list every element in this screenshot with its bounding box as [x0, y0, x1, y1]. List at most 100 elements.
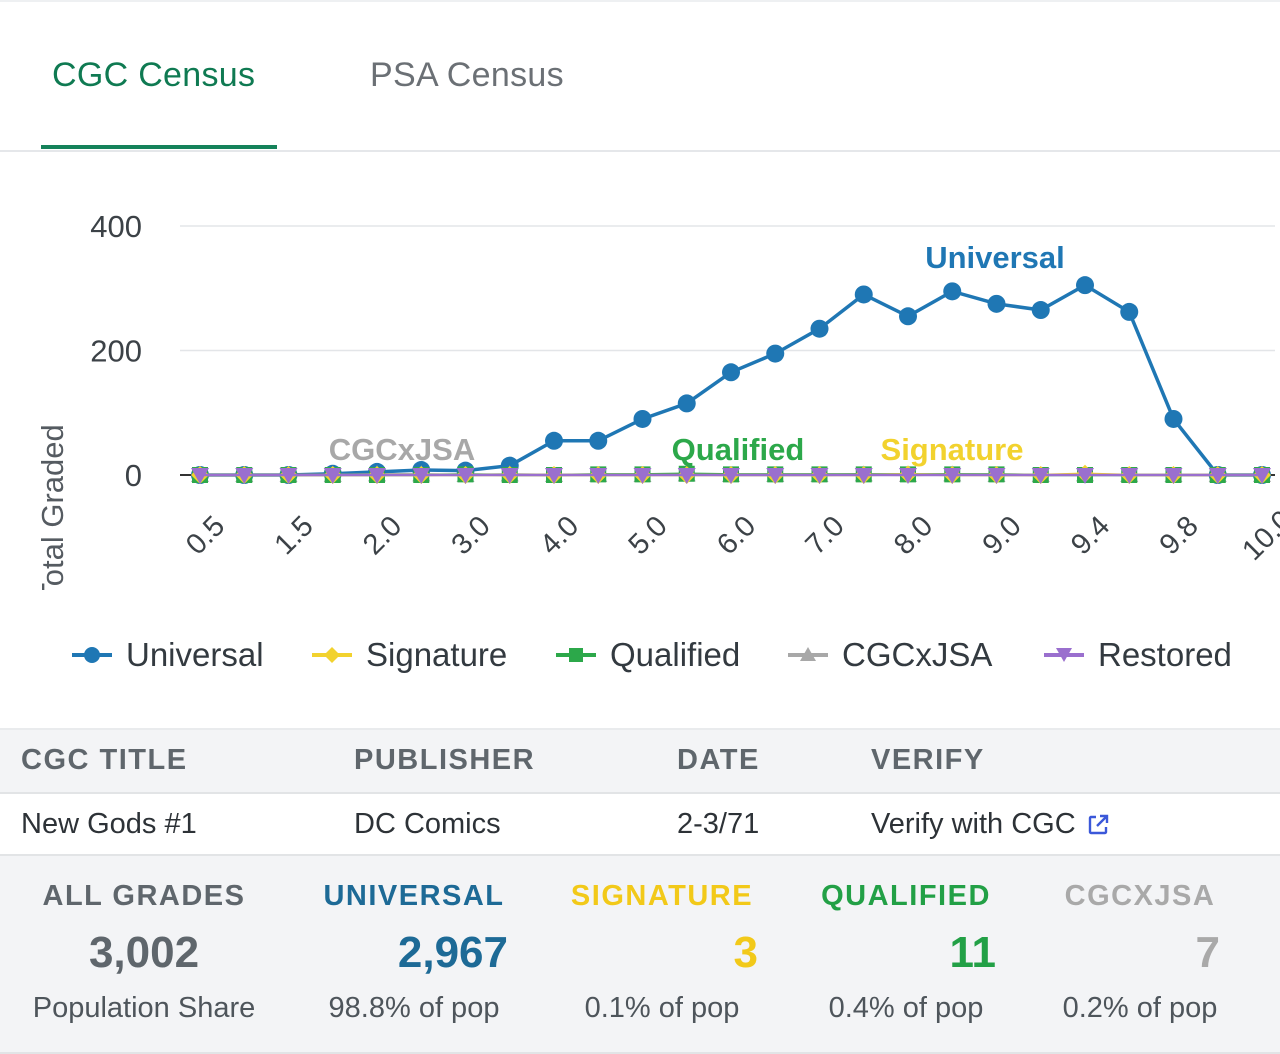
- x-tick-label: 10.0: [1236, 504, 1280, 567]
- data-point[interactable]: [191, 468, 209, 484]
- data-point[interactable]: [545, 431, 563, 450]
- data-point[interactable]: [899, 468, 917, 484]
- data-point[interactable]: [1031, 301, 1050, 320]
- y-tick-label: 400: [90, 209, 142, 244]
- data-point[interactable]: [412, 468, 431, 484]
- data-point[interactable]: [722, 468, 740, 484]
- y-axis-label: Total Graded: [35, 424, 70, 590]
- data-point[interactable]: [677, 394, 696, 413]
- data-point[interactable]: [1164, 468, 1183, 484]
- data-point[interactable]: [987, 468, 1006, 484]
- header-cgc-title: CGC TITLE: [21, 744, 188, 776]
- census-line-chart: 0 200 400 Total Graded 0.5 1.5 2.0 3.0 4.0 5.0 6…: [35, 209, 1280, 590]
- data-point[interactable]: [854, 285, 873, 304]
- legend-marker-icon: [312, 647, 352, 663]
- tab-psa-census[interactable]: PSA Census: [370, 56, 564, 94]
- stat-value-1: 2,967: [397, 928, 508, 977]
- chart-series: [191, 276, 1271, 484]
- annotation-signature: Signature: [881, 432, 1024, 467]
- tab-cgc-census[interactable]: CGC Census: [52, 56, 256, 94]
- active-tab-indicator: [41, 145, 277, 149]
- y-tick-label: 200: [90, 334, 142, 369]
- info-table-header: CGC TITLE PUBLISHER DATE VERIFY: [0, 728, 1280, 792]
- stat-label-3: QUALIFIED: [821, 880, 991, 912]
- stat-value-3: 11: [949, 928, 996, 977]
- stat-share-2: 0.1% of pop: [584, 992, 740, 1024]
- annotation-universal: Universal: [925, 240, 1065, 275]
- data-point[interactable]: [368, 468, 386, 484]
- data-point[interactable]: [943, 468, 962, 484]
- y-axis-ticks: 0 200 400: [90, 209, 142, 493]
- legend-item-universal[interactable]: Universal: [72, 630, 264, 680]
- stat-label-1: UNIVERSAL: [323, 880, 505, 912]
- data-point[interactable]: [1208, 468, 1227, 484]
- data-point[interactable]: [633, 409, 652, 428]
- stat-label-4: CGCXJSA: [1064, 880, 1216, 912]
- header-publisher: PUBLISHER: [354, 744, 536, 776]
- external-link-icon: [1088, 815, 1108, 835]
- x-tick-label: 5.0: [623, 510, 674, 561]
- x-tick-label: 8.0: [888, 510, 939, 561]
- comic-publisher: DC Comics: [354, 808, 501, 840]
- data-point[interactable]: [1120, 302, 1139, 321]
- x-tick-label: 7.0: [800, 510, 851, 561]
- data-point[interactable]: [235, 468, 254, 484]
- data-point[interactable]: [987, 294, 1006, 313]
- verify-with-cgc-link[interactable]: Verify with CGC: [871, 808, 1110, 841]
- data-point[interactable]: [1164, 409, 1183, 428]
- data-point[interactable]: [589, 468, 608, 484]
- legend-item-signature[interactable]: Signature: [312, 630, 507, 680]
- legend-label: Signature: [366, 636, 508, 673]
- verify-link-label: Verify with CGC: [871, 808, 1076, 840]
- annotation-qualified: Qualified: [672, 432, 805, 467]
- x-tick-label: 9.4: [1065, 510, 1116, 561]
- data-point[interactable]: [633, 468, 652, 484]
- legend-marker-icon: [788, 647, 828, 661]
- stat-label-0: ALL GRADES: [42, 880, 246, 912]
- stat-label-2: SIGNATURE: [570, 880, 754, 912]
- x-tick-label: 9.0: [977, 510, 1028, 561]
- table-row: New Gods #1 DC Comics 2-3/71 Verify with…: [0, 792, 1280, 856]
- legend-item-qualified[interactable]: Qualified: [556, 630, 740, 680]
- data-point[interactable]: [722, 363, 740, 382]
- stat-value-2: 3: [733, 928, 758, 977]
- data-point[interactable]: [1031, 468, 1050, 484]
- data-point[interactable]: [589, 431, 608, 450]
- series-restored: [191, 468, 1271, 484]
- data-point[interactable]: [766, 344, 785, 363]
- data-point[interactable]: [279, 468, 298, 484]
- data-point[interactable]: [323, 468, 342, 484]
- data-point[interactable]: [810, 468, 829, 484]
- legend-label: Qualified: [610, 636, 741, 673]
- stat-value-4: 7: [1195, 928, 1220, 977]
- stat-share-1: 98.8% of pop: [328, 992, 500, 1024]
- data-point[interactable]: [1076, 276, 1094, 295]
- x-tick-label: 9.8: [1154, 510, 1205, 561]
- stat-share-4: 0.2% of pop: [1062, 992, 1218, 1024]
- data-point[interactable]: [766, 468, 785, 484]
- data-point[interactable]: [677, 468, 696, 484]
- data-point[interactable]: [1120, 468, 1139, 484]
- header-date: DATE: [677, 744, 760, 776]
- data-point[interactable]: [854, 468, 873, 484]
- stat-share-0: Population Share: [32, 992, 256, 1024]
- legend-marker-icon: [1044, 648, 1084, 662]
- y-tick-label: 0: [125, 458, 142, 493]
- top-border: [0, 0, 1280, 2]
- stat-share-3: 0.4% of pop: [828, 992, 984, 1024]
- data-point[interactable]: [1076, 468, 1094, 484]
- x-tick-label: 0.5: [180, 510, 231, 561]
- data-point[interactable]: [1253, 468, 1271, 484]
- legend-item-restored[interactable]: Restored: [1044, 630, 1232, 680]
- annotation-cgcxjsa: CGCxJSA: [329, 432, 475, 467]
- legend-item-cgcxjsa[interactable]: CGCxJSA: [788, 630, 992, 680]
- data-point[interactable]: [456, 468, 475, 484]
- data-point[interactable]: [500, 468, 519, 484]
- data-point[interactable]: [943, 282, 962, 301]
- x-tick-label: 2.0: [357, 510, 408, 561]
- data-point[interactable]: [545, 468, 563, 484]
- x-tick-label: 6.0: [711, 510, 762, 561]
- data-point[interactable]: [899, 307, 917, 326]
- chart-legend: Universal Signature Qualified CGCxJSA Restor…: [0, 630, 1280, 680]
- data-point[interactable]: [810, 319, 829, 338]
